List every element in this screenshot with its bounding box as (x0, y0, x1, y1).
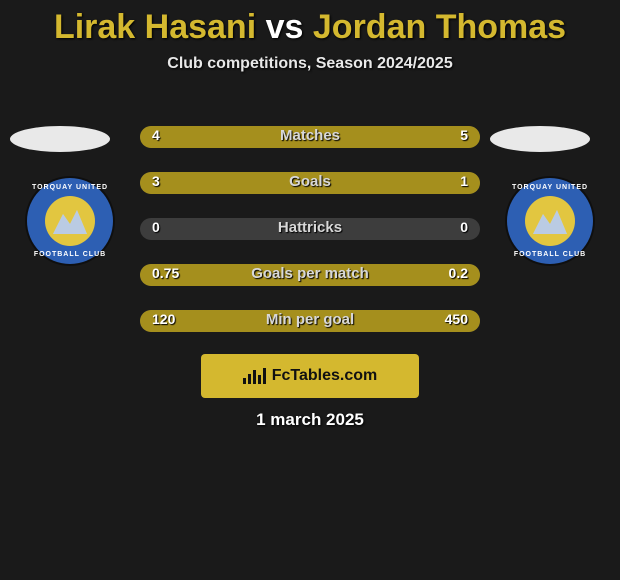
stat-bar-left (140, 172, 395, 194)
team-logo-left-bottom-text: FOOTBALL CLUB (34, 251, 106, 258)
stats-container: 45Matches 31Goals 00Hattricks 0.750.2Goals … (140, 120, 480, 350)
player-left-ellipse (10, 126, 110, 152)
stat-row: 120450Min per goal (140, 304, 480, 338)
player-left-name: Lirak Hasani (54, 8, 256, 46)
team-logo-right-bottom-text: FOOTBALL CLUB (514, 251, 586, 258)
team-logo-left: TORQUAY UNITED FOOTBALL CLUB (27, 178, 113, 264)
stat-bar-left (140, 310, 212, 332)
page-title: Lirak Hasani vs Jordan Thomas (0, 0, 620, 47)
fctables-badge: FcTables.com (201, 354, 419, 398)
vs-word: vs (266, 8, 304, 46)
mountain-icon (45, 196, 95, 246)
stat-bar-bg (140, 218, 480, 240)
stat-bar-left (140, 126, 291, 148)
team-logo-right-inner (525, 196, 575, 246)
stat-row: 31Goals (140, 166, 480, 200)
stat-row: 0.750.2Goals per match (140, 258, 480, 292)
stat-row: 45Matches (140, 120, 480, 154)
team-logo-left-top-text: TORQUAY UNITED (32, 184, 108, 191)
stat-row: 00Hattricks (140, 212, 480, 246)
bar-chart-icon (243, 368, 266, 384)
subtitle: Club competitions, Season 2024/2025 (0, 55, 620, 73)
stat-bar-right (212, 310, 480, 332)
fctables-text: FcTables.com (272, 367, 378, 385)
player-right-name: Jordan Thomas (313, 8, 566, 46)
stat-bar-left (140, 264, 408, 286)
team-logo-left-inner (45, 196, 95, 246)
team-logo-right: TORQUAY UNITED FOOTBALL CLUB (507, 178, 593, 264)
stat-bar-right (395, 172, 480, 194)
mountain-icon (525, 196, 575, 246)
team-logo-right-top-text: TORQUAY UNITED (512, 184, 588, 191)
date: 1 march 2025 (0, 410, 620, 430)
player-right-ellipse (490, 126, 590, 152)
stat-bar-right (408, 264, 480, 286)
stat-bar-right (291, 126, 480, 148)
